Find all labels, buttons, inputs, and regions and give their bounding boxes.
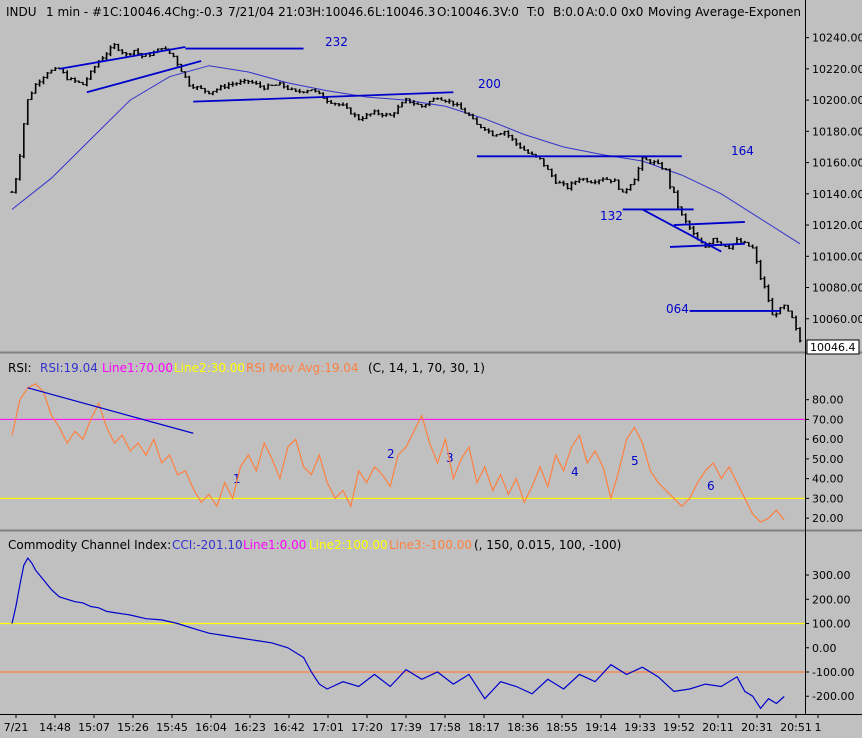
x-tick-label: 18:55 [546, 721, 578, 734]
rsi-wave-2: 2 [387, 447, 395, 461]
rsi-wave-6: 6 [707, 479, 715, 493]
price-low: L:10046.3 [375, 5, 435, 19]
x-tick-label: 19:52 [663, 721, 695, 734]
rsi-y-tick-label: 60.00 [812, 433, 844, 446]
price-y-tick-label: 10200.00 [812, 94, 862, 107]
x-tick-label: 14:48 [39, 721, 71, 734]
rsi-wave-1: 1 [233, 472, 241, 486]
rsi-trendline [27, 387, 194, 434]
price-t: T:0 [526, 5, 545, 19]
x-tick-label: 17:01 [312, 721, 344, 734]
rsi-wave-4: 4 [571, 465, 579, 479]
price-y-tick-label: 10060.00 [812, 313, 862, 326]
cci-line3: Line3:-100.00 [389, 538, 472, 552]
rsi-wave-3: 3 [446, 451, 454, 465]
cci-line1: Line1:0.00 [243, 538, 306, 552]
x-tick-label: 19:14 [585, 721, 617, 734]
price-change: Chg:-0.3 [172, 5, 223, 19]
price-interval: 1 min - #1 [46, 5, 110, 19]
price-y-tick-label: 10180.00 [812, 125, 862, 138]
price-a: A:0.0 [586, 5, 617, 19]
x-tick-label: 20:31 [741, 721, 773, 734]
x-tick-label: 1 [815, 721, 822, 734]
x-tick-label: 18:17 [468, 721, 500, 734]
price-datetime: 7/21/04 21:03 [228, 5, 313, 19]
rsi-y-tick-label: 70.00 [812, 413, 844, 426]
rsi-y-tick-label: 50.00 [812, 453, 844, 466]
price-y-tick-label: 10100.00 [812, 250, 862, 263]
rsi-y-tick-label: 30.00 [812, 492, 844, 505]
cci-y-tick-label: -100.00 [812, 666, 854, 679]
price-volume: V:0 [500, 5, 519, 19]
annotation-064: 064 [666, 302, 689, 316]
x-tick-label: 20:11 [702, 721, 734, 734]
x-tick-label: 7/21 [4, 721, 29, 734]
price-y-tick-label: 10080.00 [812, 282, 862, 295]
price-trendline [673, 221, 745, 226]
rsi-wave-5: 5 [631, 454, 639, 468]
price-open: O:10046.3 [437, 5, 500, 19]
cci-value: CCI:-201.10 [172, 538, 243, 552]
price-y-tick-label: 10160.00 [812, 157, 862, 170]
price-y-tick-label: 10140.00 [812, 188, 862, 201]
cci-line2: Line2:100.00 [309, 538, 388, 552]
cci-y-tick-label: 200.00 [812, 593, 851, 606]
moving-average-line [11, 65, 801, 245]
x-tick-label: 19:33 [624, 721, 656, 734]
price-high: H:10046.6 [312, 5, 375, 19]
price-trendline [193, 91, 454, 103]
price-symbol: INDU [6, 5, 37, 19]
x-tick-label: 20:51 [780, 721, 812, 734]
last-price-box [806, 339, 860, 355]
x-tick-label: 17:58 [429, 721, 461, 734]
price-b: B:0.0 [553, 5, 584, 19]
cci-line [11, 557, 785, 710]
rsi-line [11, 383, 785, 523]
cci-y-tick-label: 0.00 [812, 642, 837, 655]
annotation-232: 232 [325, 35, 348, 49]
x-tick-label: 15:45 [156, 721, 188, 734]
x-tick-label: 17:20 [351, 721, 383, 734]
price-header: INDU 1 min - #1 C:10046.4 Chg:-0.3 7/21/… [6, 5, 801, 19]
cci-y-tick-label: 100.00 [812, 618, 851, 631]
price-trendline [86, 60, 202, 94]
x-tick-label: 16:42 [273, 721, 305, 734]
rsi-y-tick-label: 80.00 [812, 394, 844, 407]
price-y-tick-label: 10220.00 [812, 63, 862, 76]
x-tick-label: 17:39 [390, 721, 422, 734]
cci-params: (, 150, 0.015, 100, -100) [474, 538, 621, 552]
rsi-value: RSI:19.04 [40, 361, 98, 375]
x-tick-label: 16:23 [234, 721, 266, 734]
x-tick-label: 15:07 [78, 721, 110, 734]
cci-header: Commodity Channel Index: CCI:-201.10 Lin… [8, 538, 621, 552]
x-tick-label: 16:04 [195, 721, 227, 734]
rsi-movavg: RSI Mov Avg:19.04 [246, 361, 359, 375]
price-trendline [59, 46, 186, 70]
cci-name: Commodity Channel Index: [8, 538, 171, 552]
price-hex: 0x0 [621, 5, 643, 19]
annotation-164: 164 [731, 144, 754, 158]
rsi-header: RSI: RSI:19.04 Line1:70.00 Line2:30.00 R… [8, 361, 485, 375]
price-study: Moving Average-Exponen [648, 5, 801, 19]
price-close: C:10046.4 [110, 5, 172, 19]
rsi-y-tick-label: 20.00 [812, 512, 844, 525]
rsi-line2: Line2:30.00 [174, 361, 245, 375]
x-tick-label: 15:26 [117, 721, 149, 734]
price-y-tick-label: 10120.00 [812, 219, 862, 232]
last-price-label: 10046.4 [810, 341, 856, 354]
cci-y-tick-label: 300.00 [812, 569, 851, 582]
annotation-132: 132 [600, 209, 623, 223]
price-y-tick-label: 10240.00 [812, 32, 862, 45]
price-trendline [669, 242, 745, 248]
x-tick-label: 18:36 [507, 721, 539, 734]
annotation-200: 200 [478, 77, 501, 91]
rsi-y-tick-label: 40.00 [812, 473, 844, 486]
cci-y-tick-label: -200.00 [812, 690, 854, 703]
rsi-line1: Line1:70.00 [102, 361, 173, 375]
rsi-name: RSI: [8, 361, 32, 375]
rsi-params: (C, 14, 1, 70, 30, 1) [368, 361, 485, 375]
